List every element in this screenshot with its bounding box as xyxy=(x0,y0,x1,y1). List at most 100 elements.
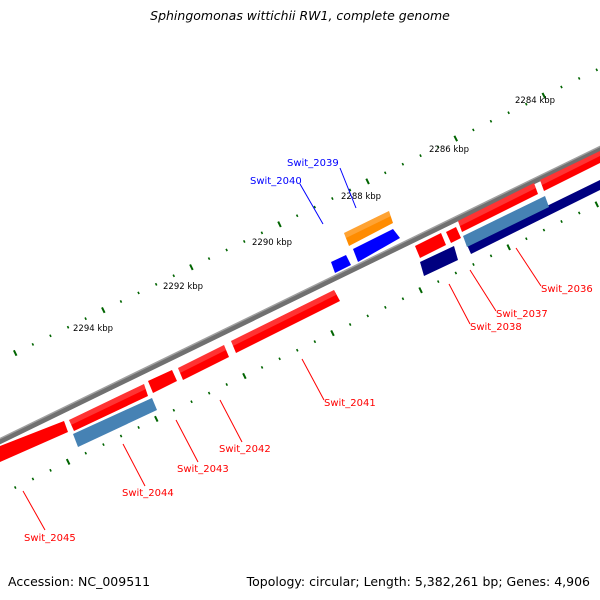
major-tick xyxy=(12,349,18,357)
page-title: Sphingomonas wittichii RW1, complete gen… xyxy=(150,8,450,23)
gene-label-swit-2036[interactable]: Swit_2036 xyxy=(541,284,593,295)
minor-tick xyxy=(31,342,35,346)
minor-tick xyxy=(119,300,123,303)
kbp-label-2290: 2290 kbp xyxy=(252,238,292,248)
major-tick xyxy=(65,458,71,465)
kbp-label-2286: 2286 kbp xyxy=(429,145,469,155)
minor-tick xyxy=(260,365,264,369)
minor-tick xyxy=(542,228,546,232)
minor-tick xyxy=(524,102,528,106)
minor-tick xyxy=(295,348,299,352)
minor-tick xyxy=(190,400,193,404)
major-tick xyxy=(330,329,335,337)
minor-tick xyxy=(225,383,229,387)
minor-tick xyxy=(66,325,70,329)
gene-swit-2040b-feature[interactable] xyxy=(331,255,351,273)
genome-summary-text: Topology: circular; Length: 5,382,261 bp… xyxy=(246,574,590,589)
minor-tick xyxy=(313,205,317,209)
gene-swit-2037-reverse-bar[interactable] xyxy=(463,196,549,247)
major-tick xyxy=(242,372,247,380)
minor-tick xyxy=(84,451,88,455)
minor-tick xyxy=(31,477,35,481)
gene-swit-2041-arrow[interactable] xyxy=(231,290,340,353)
minor-tick xyxy=(577,211,581,215)
minor-tick xyxy=(49,468,52,472)
gene-label-swit-2040[interactable]: Swit_2040 xyxy=(250,176,302,187)
gene-swit-2036-reverse-bar[interactable] xyxy=(467,180,600,254)
minor-tick xyxy=(401,162,405,166)
minor-tick xyxy=(595,68,599,72)
gene-label-swit-2037[interactable]: Swit_2037 xyxy=(496,309,548,320)
minor-tick xyxy=(560,220,563,224)
minor-tick xyxy=(348,323,352,326)
minor-tick xyxy=(207,391,211,395)
major-tick xyxy=(189,264,194,271)
minor-tick xyxy=(560,85,563,89)
minor-tick xyxy=(313,340,317,344)
gene-label-swit-2039[interactable]: Swit_2039 xyxy=(287,158,339,169)
gene-swit-2044-arrow[interactable] xyxy=(69,384,148,431)
upper-features xyxy=(331,211,400,273)
minor-tick xyxy=(472,262,475,266)
minor-tick xyxy=(278,357,281,361)
minor-tick xyxy=(366,314,370,318)
gene-swit-2039-feature[interactable] xyxy=(344,211,393,246)
major-tick xyxy=(154,415,159,423)
minor-tick xyxy=(13,486,17,489)
minor-tick xyxy=(102,443,105,447)
gene-swit-2042-arrow[interactable] xyxy=(178,345,229,380)
minor-tick xyxy=(154,282,158,286)
kbp-label-2288: 2288 kbp xyxy=(341,192,381,202)
major-tick xyxy=(418,287,423,294)
minor-tick xyxy=(454,271,458,275)
label-leader-lines xyxy=(22,167,542,531)
minor-tick xyxy=(207,257,211,261)
minor-tick xyxy=(348,188,352,192)
minor-tick xyxy=(119,434,123,438)
minor-tick xyxy=(172,274,176,278)
minor-tick xyxy=(242,239,246,243)
reverse-strand-genes xyxy=(73,180,600,447)
accession-text: Accession: NC_009511 xyxy=(8,574,151,589)
minor-tick xyxy=(489,119,493,123)
minor-tick xyxy=(172,408,176,412)
major-tick xyxy=(277,221,282,228)
minor-tick xyxy=(577,76,581,80)
minor-tick xyxy=(383,171,387,175)
gene-swit-2045-arrow[interactable] xyxy=(0,421,68,462)
major-tick xyxy=(506,244,511,251)
gene-swit-2036-arrow[interactable] xyxy=(540,151,600,191)
minor-tick xyxy=(225,248,228,252)
gene-swit-2044-reverse-bar[interactable] xyxy=(73,398,157,447)
kbp-label-2284: 2284 kbp xyxy=(515,96,555,106)
minor-tick xyxy=(507,111,510,115)
gene-swit-2038a-arrow[interactable] xyxy=(446,227,461,243)
minor-tick xyxy=(260,231,264,235)
gene-swit-2038b-arrow[interactable] xyxy=(415,233,446,258)
gene-swit-2043-arrow[interactable] xyxy=(148,370,177,393)
minor-tick xyxy=(436,145,440,149)
major-tick xyxy=(453,135,458,142)
inner-tick-ring xyxy=(13,201,600,489)
gene-label-swit-2042[interactable]: Swit_2042 xyxy=(219,444,271,455)
minor-tick xyxy=(49,334,52,338)
minor-tick xyxy=(384,305,387,309)
gene-label-swit-2038[interactable]: Swit_2038 xyxy=(470,322,522,333)
major-tick xyxy=(365,178,370,185)
gene-swit-2037-arrow[interactable] xyxy=(458,183,538,232)
gene-label-swit-2043[interactable]: Swit_2043 xyxy=(177,464,229,475)
minor-tick xyxy=(472,128,475,132)
minor-tick xyxy=(331,197,334,201)
minor-tick xyxy=(295,214,299,218)
gene-label-swit-2044[interactable]: Swit_2044 xyxy=(122,488,174,499)
minor-tick xyxy=(137,425,140,429)
gene-label-swit-2041[interactable]: Swit_2041 xyxy=(324,398,376,409)
gene-swit-2040-feature[interactable] xyxy=(353,229,400,262)
minor-tick xyxy=(401,297,405,301)
kbp-label-2292: 2292 kbp xyxy=(163,282,203,292)
gene-label-swit-2045[interactable]: Swit_2045 xyxy=(24,533,76,544)
kbp-label-2294: 2294 kbp xyxy=(73,324,113,334)
gene-swit-2038-reverse-bar[interactable] xyxy=(420,246,458,276)
